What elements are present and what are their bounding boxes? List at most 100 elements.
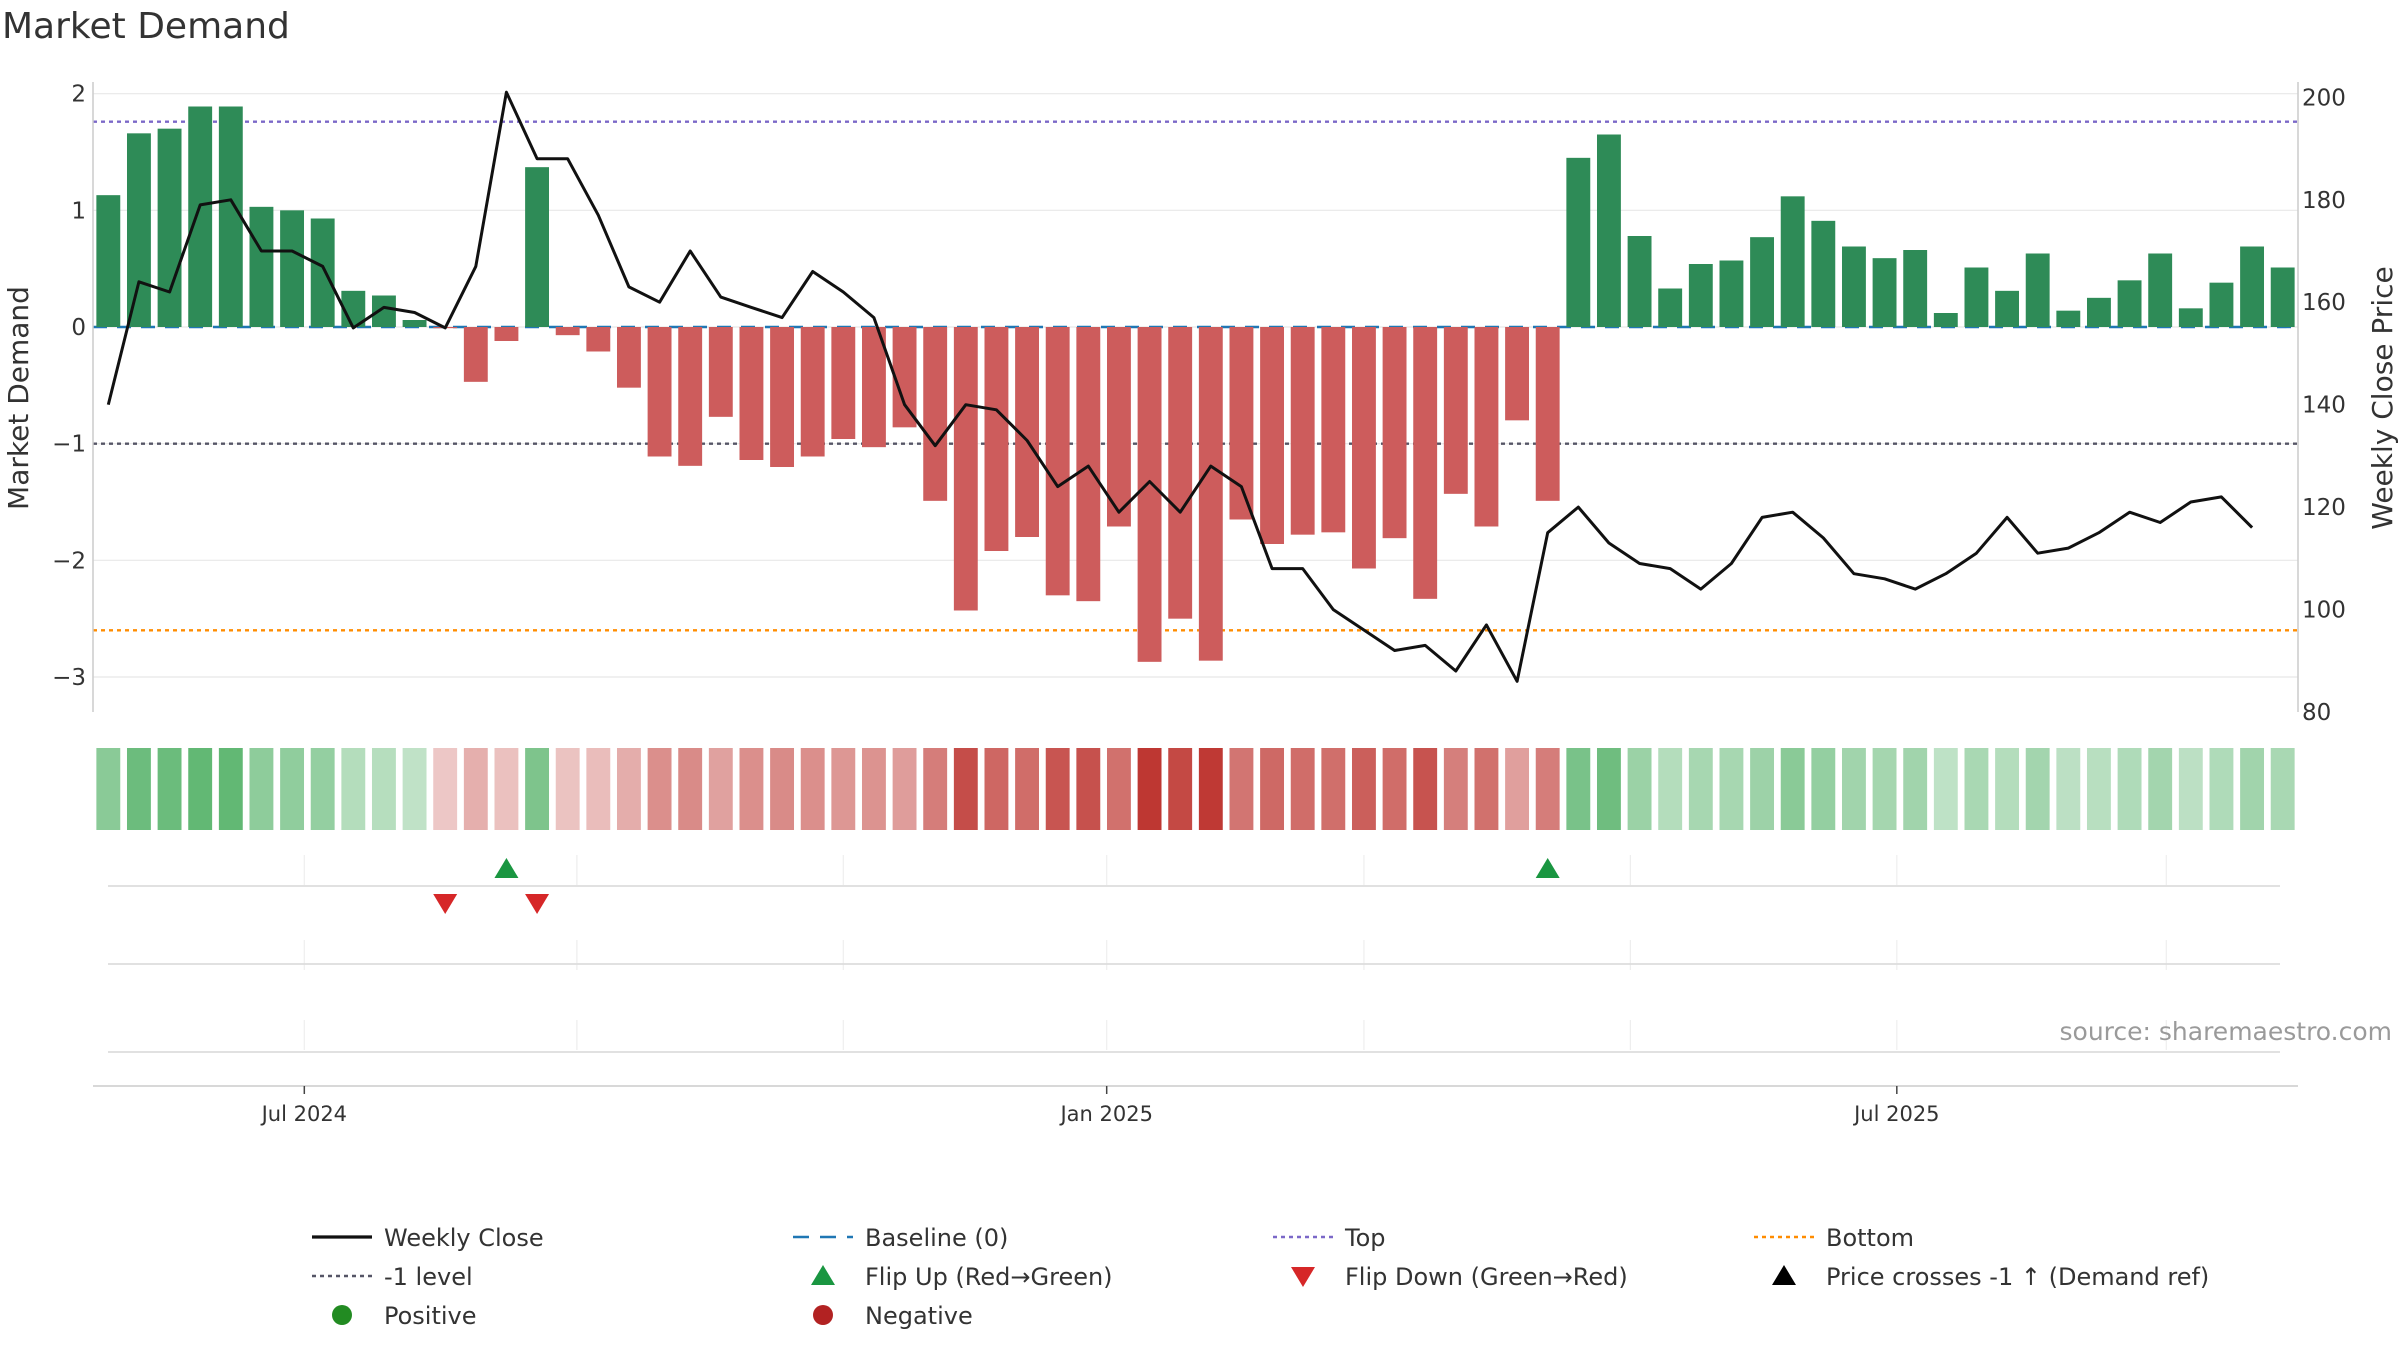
demand-bar — [1229, 327, 1254, 520]
legend-label: -1 level — [384, 1263, 473, 1291]
legend-label: Baseline (0) — [865, 1224, 1008, 1252]
demand-bar — [463, 327, 488, 382]
demand-bar — [1413, 327, 1438, 599]
demand-bar — [984, 327, 1009, 551]
heat-cell — [1933, 748, 1958, 830]
heat-cell — [953, 748, 978, 830]
y-tick-left: 2 — [71, 82, 86, 108]
demand-bar — [2240, 246, 2265, 327]
heat-cell — [555, 748, 580, 830]
demand-bar — [1688, 264, 1713, 327]
demand-bar — [1566, 157, 1591, 327]
legend-label: Flip Down (Green→Red) — [1345, 1263, 1628, 1291]
demand-bar — [1045, 327, 1070, 596]
heat-cell — [1474, 748, 1499, 830]
demand-heat-strip — [96, 748, 2295, 830]
x-axis-ticks: Jul 2024 Jan 2025 Jul 2025 — [260, 1086, 1940, 1126]
demand-bar — [1351, 327, 1376, 569]
heat-cell — [1321, 748, 1346, 830]
demand-bar — [892, 327, 917, 428]
demand-bar — [861, 327, 886, 448]
y-tick-left: −3 — [52, 665, 86, 691]
demand-bar — [1658, 288, 1683, 327]
legend-swatch — [813, 1305, 833, 1325]
heat-cell — [1627, 748, 1652, 830]
legend-item-bottom: Bottom — [1754, 1224, 1914, 1252]
legend-swatch — [811, 1265, 835, 1285]
heat-cell — [96, 748, 121, 830]
heat-cell — [1719, 748, 1744, 830]
legend-swatch — [1291, 1267, 1315, 1287]
heat-cell — [1260, 748, 1285, 830]
demand-bar — [1872, 258, 1897, 327]
y-axis-label-left: Market Demand — [2, 286, 35, 510]
legend-label: Bottom — [1826, 1224, 1914, 1252]
demand-bars — [96, 106, 2295, 662]
heat-cell — [616, 748, 641, 830]
heat-cell — [1566, 748, 1591, 830]
heat-cell — [831, 748, 856, 830]
x-tick-label: Jul 2024 — [260, 1102, 347, 1126]
legend-item-baseline: Baseline (0) — [793, 1224, 1008, 1252]
demand-bar — [126, 133, 151, 327]
heat-cell — [1382, 748, 1407, 830]
heat-cell — [1413, 748, 1438, 830]
heat-cell — [800, 748, 825, 830]
x-tick-label: Jan 2025 — [1058, 1102, 1153, 1126]
heat-cell — [2240, 748, 2265, 830]
demand-bar — [555, 327, 580, 336]
legend-swatch — [1772, 1265, 1796, 1285]
y-tick-right: 200 — [2302, 85, 2346, 111]
heat-cell — [1168, 748, 1193, 830]
heat-cell — [1750, 748, 1775, 830]
heat-cell — [494, 748, 519, 830]
heat-cell — [1351, 748, 1376, 830]
heat-cell — [188, 748, 213, 830]
demand-bar — [2056, 310, 2081, 327]
demand-bar — [739, 327, 764, 460]
heat-cell — [678, 748, 703, 830]
y-tick-left: −2 — [52, 548, 86, 574]
heat-cell — [280, 748, 305, 830]
heat-cell — [1229, 748, 1254, 830]
flip-down-marker — [433, 894, 458, 914]
flip-up-marker — [1535, 858, 1560, 878]
demand-bar — [249, 206, 274, 327]
demand-bar — [1933, 313, 1958, 327]
heat-cell — [1137, 748, 1162, 830]
legend-label: Positive — [384, 1302, 477, 1330]
heat-cell — [2270, 748, 2295, 830]
demand-bar — [1106, 327, 1131, 527]
heat-cell — [310, 748, 335, 830]
demand-bar — [2025, 253, 2050, 327]
heat-cell — [739, 748, 764, 830]
y-tick-right: 140 — [2302, 393, 2346, 419]
heat-cell — [1290, 748, 1315, 830]
event-strips — [93, 855, 2298, 1087]
demand-bar — [1321, 327, 1346, 533]
demand-bar — [1841, 246, 1866, 327]
demand-bar — [1719, 260, 1744, 327]
demand-bar — [1290, 327, 1315, 535]
heat-cell — [1658, 748, 1683, 830]
demand-bar — [2086, 297, 2111, 327]
heat-cell — [2056, 748, 2081, 830]
heat-cell — [1995, 748, 2020, 830]
x-tick-label: Jul 2025 — [1852, 1102, 1939, 1126]
demand-bar — [770, 327, 795, 467]
heat-cell — [1443, 748, 1468, 830]
heat-cell — [371, 748, 396, 830]
demand-bar — [1015, 327, 1040, 537]
demand-bar — [494, 327, 519, 341]
heat-cell — [249, 748, 274, 830]
demand-bar — [402, 320, 427, 327]
demand-bar — [2117, 280, 2142, 327]
heat-cell — [1106, 748, 1131, 830]
flip-down-marker — [525, 894, 550, 914]
y-tick-left: 1 — [71, 198, 86, 224]
source-credit: source: sharemaestro.com — [2060, 1017, 2393, 1046]
flip-up-marker — [494, 858, 519, 878]
demand-bar — [188, 106, 213, 327]
heat-cell — [586, 748, 611, 830]
